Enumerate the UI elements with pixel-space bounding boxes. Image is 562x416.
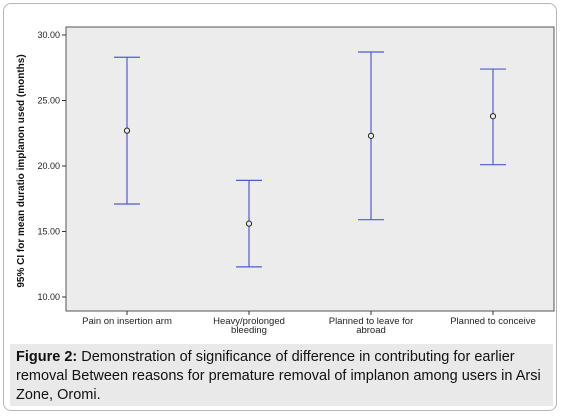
caption-label: Figure 2: [16, 349, 78, 365]
y-tick-label: 10.00 [37, 292, 60, 302]
x-tick-label: Planned to leave for abroad [329, 316, 414, 336]
y-axis: 10.00 15.00 20.00 25.00 30.00 [37, 30, 66, 302]
errorbar-chart: 10.00 15.00 20.00 25.00 30.00 Pain on insert… [16, 26, 555, 336]
error-bars [114, 51, 506, 268]
x-tick-label: Heavy/prolonged bleeding [213, 316, 285, 336]
x-tick-label: Pain on insertion arm [82, 316, 172, 327]
mean-point [245, 220, 253, 227]
figure-caption: Figure 2: Demonstration of significance … [10, 344, 553, 406]
x-tick-label: Planned to conceive [450, 316, 536, 327]
y-tick-label: 30.00 [37, 30, 60, 40]
y-tick-label: 15.00 [37, 227, 60, 237]
mean-point [123, 127, 131, 134]
y-tick-label: 20.00 [37, 161, 60, 171]
plot-area [65, 26, 555, 312]
x-axis: Pain on insertion arm Heavy/prolonged blee… [82, 311, 536, 336]
y-axis-label: 95% CI for mean duratio implanon used (m… [16, 54, 27, 287]
mean-point [367, 132, 375, 139]
y-tick-label: 25.00 [37, 96, 60, 106]
caption-text: Demonstration of significance of differe… [16, 349, 541, 403]
mean-point [489, 113, 497, 120]
